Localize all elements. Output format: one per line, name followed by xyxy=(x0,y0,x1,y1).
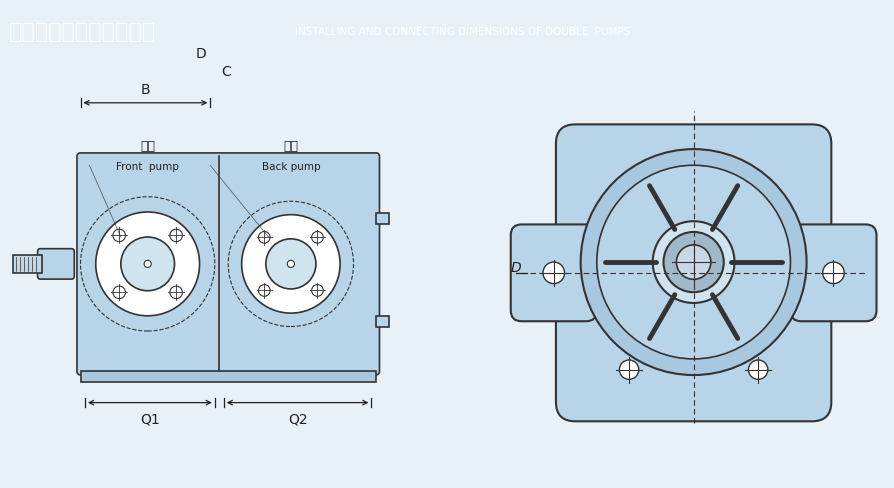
Circle shape xyxy=(287,261,294,268)
Circle shape xyxy=(266,239,316,289)
Bar xyxy=(375,316,389,327)
Circle shape xyxy=(96,213,199,316)
Circle shape xyxy=(258,285,270,297)
Text: C: C xyxy=(221,64,231,79)
Text: Q1: Q1 xyxy=(139,412,160,426)
FancyBboxPatch shape xyxy=(789,225,875,322)
FancyBboxPatch shape xyxy=(510,225,596,322)
Circle shape xyxy=(662,232,723,293)
Circle shape xyxy=(311,285,323,297)
FancyBboxPatch shape xyxy=(555,125,831,422)
Text: 双联泵外形安装连接尺寸: 双联泵外形安装连接尺寸 xyxy=(9,22,156,41)
Circle shape xyxy=(747,360,767,380)
FancyBboxPatch shape xyxy=(77,154,379,375)
Circle shape xyxy=(652,222,734,304)
Bar xyxy=(375,213,389,224)
Text: Back pump: Back pump xyxy=(261,162,320,172)
Bar xyxy=(13,255,42,273)
Text: INSTALLING AND CONNECTING DIMENSIONS OF DOUBLE  PUMPS: INSTALLING AND CONNECTING DIMENSIONS OF … xyxy=(295,27,630,37)
Text: D: D xyxy=(510,261,521,275)
Circle shape xyxy=(121,238,174,291)
Circle shape xyxy=(676,245,710,280)
Circle shape xyxy=(580,150,805,375)
FancyBboxPatch shape xyxy=(38,249,74,280)
Circle shape xyxy=(170,230,182,242)
Text: Q2: Q2 xyxy=(288,412,307,426)
Circle shape xyxy=(258,232,270,244)
Circle shape xyxy=(113,286,125,299)
Bar xyxy=(80,371,375,382)
Circle shape xyxy=(543,263,564,284)
Text: D: D xyxy=(196,47,207,61)
Circle shape xyxy=(311,232,323,244)
Circle shape xyxy=(144,261,151,268)
Circle shape xyxy=(170,286,182,299)
Text: Front  pump: Front pump xyxy=(116,162,179,172)
Circle shape xyxy=(596,166,789,359)
Text: B: B xyxy=(140,82,150,97)
Text: 后泵: 后泵 xyxy=(283,140,298,153)
Circle shape xyxy=(619,360,638,380)
Circle shape xyxy=(822,263,843,284)
Text: 前泵: 前泵 xyxy=(140,140,155,153)
Circle shape xyxy=(113,230,125,242)
Circle shape xyxy=(241,215,340,313)
